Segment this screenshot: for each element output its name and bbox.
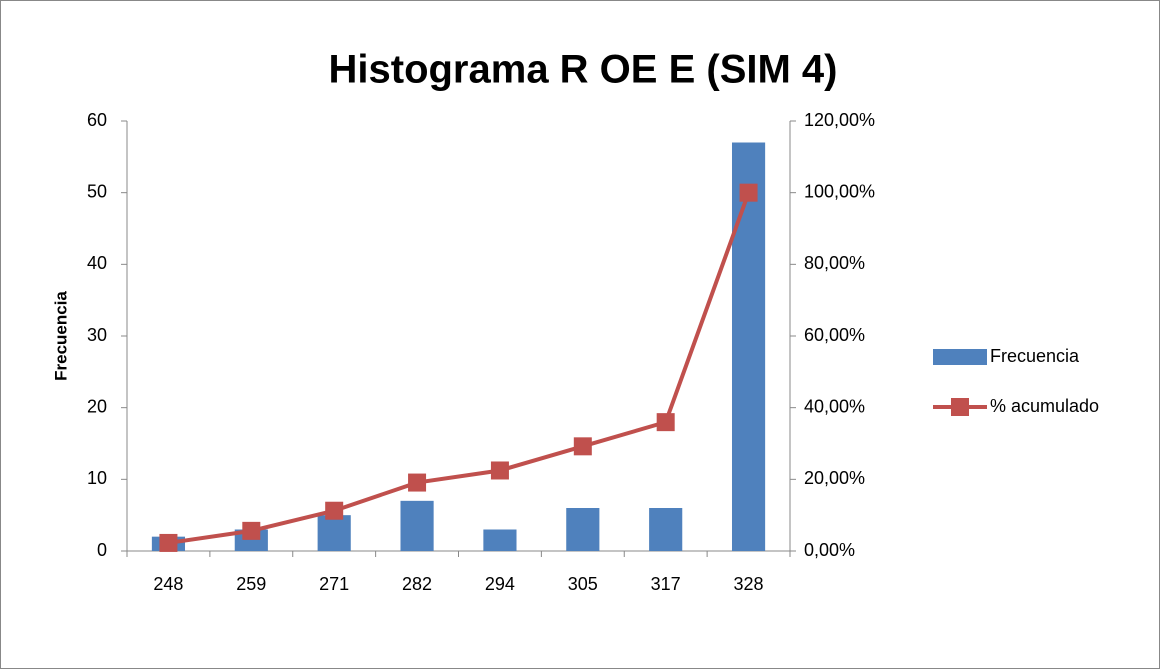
x-tick-label: 317 — [651, 574, 681, 594]
y2-tick-label: 60,00% — [804, 325, 865, 345]
x-tick-label: 271 — [319, 574, 349, 594]
x-tick-label: 305 — [568, 574, 598, 594]
marker — [325, 501, 344, 520]
y2-tick-label: 40,00% — [804, 396, 865, 416]
legend-label: Frecuencia — [990, 346, 1080, 366]
x-tick-label: 294 — [485, 574, 515, 594]
x-tick-label: 259 — [236, 574, 266, 594]
y-tick-label: 0 — [97, 540, 107, 560]
marker — [739, 183, 758, 202]
legend-swatch — [951, 398, 969, 416]
x-tick-label: 248 — [153, 574, 183, 594]
bar — [566, 508, 600, 551]
bar — [731, 142, 766, 551]
y-tick-label: 30 — [87, 325, 107, 345]
y-tick-label: 40 — [87, 253, 107, 273]
bar — [483, 529, 517, 551]
bar — [317, 515, 351, 551]
y-axis-label: Frecuencia — [51, 291, 70, 381]
y-tick-label: 50 — [87, 181, 107, 201]
marker — [242, 521, 261, 540]
marker — [573, 437, 592, 456]
y2-tick-label: 80,00% — [804, 253, 865, 273]
y2-tick-label: 0,00% — [804, 540, 855, 560]
y-tick-label: 20 — [87, 396, 107, 416]
y2-tick-label: 120,00% — [804, 110, 875, 130]
x-tick-label: 328 — [734, 574, 764, 594]
chart-title: Histograma R OE E (SIM 4) — [329, 48, 838, 92]
legend-label: % acumulado — [990, 396, 1099, 416]
marker — [159, 533, 178, 552]
y-tick-label: 10 — [87, 468, 107, 488]
bar — [649, 508, 683, 551]
marker — [490, 461, 509, 480]
marker — [656, 413, 675, 432]
y-tick-label: 60 — [87, 110, 107, 130]
bar — [400, 500, 434, 551]
y2-tick-label: 20,00% — [804, 468, 865, 488]
marker — [408, 473, 427, 492]
legend-swatch — [933, 349, 987, 365]
line — [168, 191, 751, 545]
x-tick-label: 282 — [402, 574, 432, 594]
y2-tick-label: 100,00% — [804, 181, 875, 201]
